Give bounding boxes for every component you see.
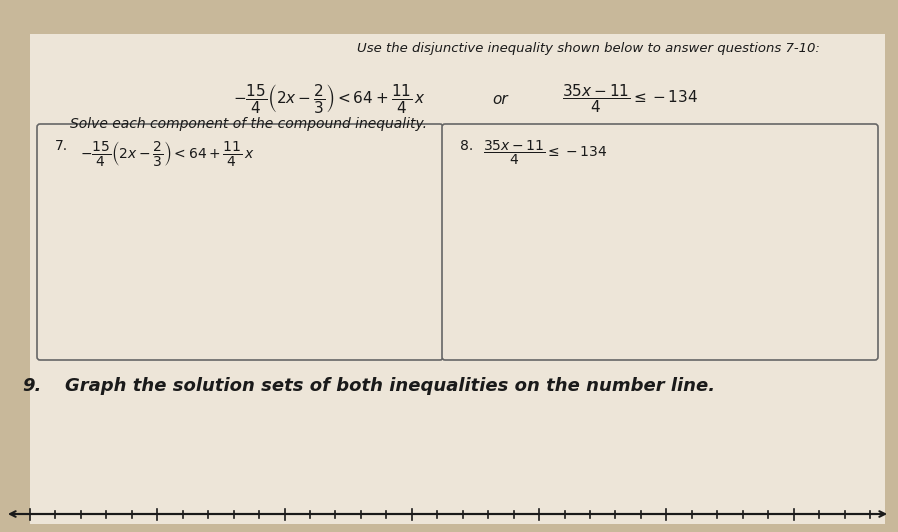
Text: Graph the solution sets of both inequalities on the number line.: Graph the solution sets of both inequali… [65, 377, 715, 395]
Text: 9.: 9. [22, 377, 41, 395]
FancyBboxPatch shape [442, 124, 878, 360]
Text: $-\dfrac{15}{4}\left(2x - \dfrac{2}{3}\right) < 64 + \dfrac{11}{4}\,x$: $-\dfrac{15}{4}\left(2x - \dfrac{2}{3}\r… [233, 82, 427, 115]
Text: 7.: 7. [55, 139, 68, 153]
FancyBboxPatch shape [30, 34, 885, 524]
Text: or: or [492, 92, 507, 107]
Text: Use the disjunctive inequality shown below to answer questions 7-10:: Use the disjunctive inequality shown bel… [357, 42, 820, 55]
Text: $\dfrac{35x-11}{4} \leq -134$: $\dfrac{35x-11}{4} \leq -134$ [483, 139, 607, 168]
Text: 8.: 8. [460, 139, 473, 153]
Text: $\dfrac{35x - 11}{4} \leq -134$: $\dfrac{35x - 11}{4} \leq -134$ [562, 82, 698, 115]
Text: Solve each component of the compound inequality.: Solve each component of the compound ine… [70, 117, 427, 131]
FancyBboxPatch shape [37, 124, 443, 360]
Text: $-\dfrac{15}{4}\left(2x - \dfrac{2}{3}\right) < 64 + \dfrac{11}{4}\,x$: $-\dfrac{15}{4}\left(2x - \dfrac{2}{3}\r… [80, 139, 255, 168]
